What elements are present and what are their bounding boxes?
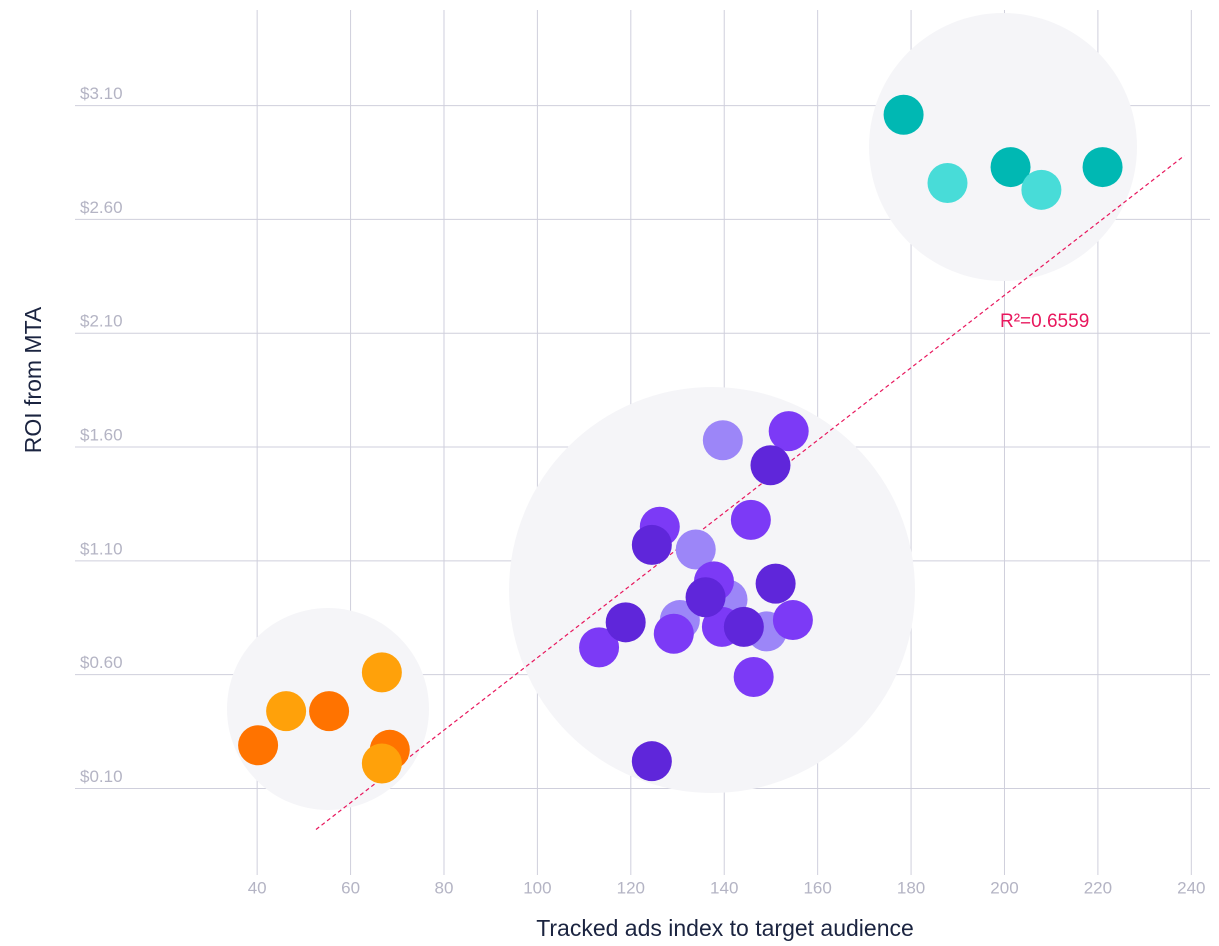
y-tick-label: $1.10 [80,539,123,558]
point [309,691,350,732]
y-tick-label: $3.10 [80,84,123,103]
point [653,613,694,654]
point [1082,147,1123,188]
x-tick-label: 100 [523,878,551,897]
point [675,529,716,570]
point [733,656,774,697]
x-tick-label: 160 [803,878,831,897]
x-tick-label: 80 [435,878,454,897]
point [579,627,620,668]
y-tick-label: $0.60 [80,653,123,672]
point [238,725,279,766]
point [723,606,764,647]
point [730,499,771,540]
point [755,563,796,604]
point [1021,169,1062,210]
point [631,524,672,565]
x-tick-label: 200 [990,878,1018,897]
point [750,445,791,486]
cluster-halo [869,13,1137,281]
y-tick-label: $0.10 [80,767,123,786]
x-tick-label: 60 [341,878,360,897]
trend-label: R²=0.6559 [1000,311,1089,332]
point [361,652,402,693]
x-tick-label: 40 [248,878,267,897]
point [768,411,809,452]
point [685,577,726,618]
point [702,420,743,461]
halos [227,13,1137,810]
point [631,741,672,782]
point [772,600,813,641]
x-tick-label: 120 [617,878,645,897]
x-axis-label: Tracked ads index to target audience [536,915,914,941]
point [883,94,924,135]
x-tick-label: 140 [710,878,738,897]
point [990,147,1031,188]
y-tick-label: $2.10 [80,312,123,331]
y-tick-label: $2.60 [80,198,123,217]
y-axis-label: ROI from MTA [20,306,46,453]
point [605,602,646,643]
point [266,691,307,732]
point [361,743,402,784]
trend-line [315,155,1185,830]
x-tick-label: 220 [1084,878,1112,897]
y-tick-label: $1.60 [80,426,123,445]
point [927,163,968,203]
x-tick-label: 240 [1177,878,1205,897]
x-tick-label: 180 [897,878,925,897]
